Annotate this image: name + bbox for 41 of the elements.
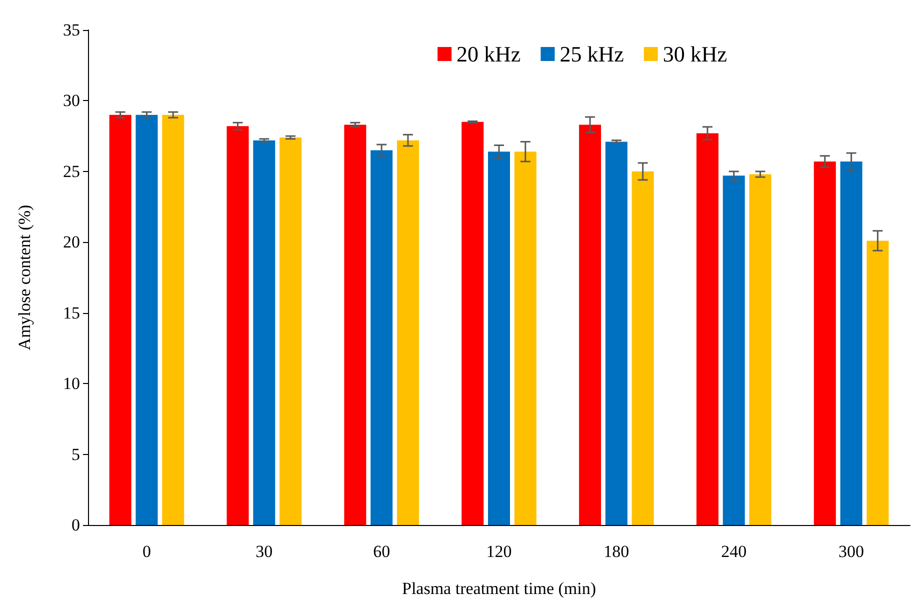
bar bbox=[226, 126, 249, 525]
x-tick-label: 120 bbox=[486, 542, 512, 561]
bar bbox=[722, 176, 745, 525]
x-tick-label: 60 bbox=[373, 542, 390, 561]
bar bbox=[253, 140, 276, 525]
bar bbox=[488, 152, 510, 525]
x-tick-label: 30 bbox=[256, 542, 273, 561]
x-tick-label: 180 bbox=[604, 542, 630, 561]
x-tick-label: 300 bbox=[838, 542, 864, 561]
x-axis-title: Plasma treatment time (min) bbox=[402, 579, 596, 598]
bar bbox=[749, 174, 772, 525]
bar bbox=[280, 137, 302, 525]
bar bbox=[396, 140, 419, 525]
y-tick-label: 0 bbox=[72, 516, 80, 534]
legend-label: 25 kHz bbox=[560, 42, 624, 66]
x-tick-label: 240 bbox=[721, 542, 747, 561]
bar bbox=[370, 150, 393, 525]
bar bbox=[109, 114, 132, 525]
y-tick-label: 35 bbox=[63, 20, 80, 40]
y-axis-title: Amylose content (%) bbox=[15, 204, 34, 350]
bar bbox=[136, 114, 158, 525]
y-tick-label: 20 bbox=[63, 232, 80, 252]
y-tick-label: 25 bbox=[63, 162, 80, 181]
bar bbox=[162, 114, 184, 525]
bar bbox=[632, 171, 654, 525]
bar bbox=[840, 162, 862, 525]
y-tick-label: 5 bbox=[72, 444, 80, 464]
bar bbox=[696, 133, 718, 525]
legend-label: 30 kHz bbox=[662, 42, 728, 66]
bar bbox=[814, 162, 836, 525]
bar bbox=[514, 152, 536, 525]
bar bbox=[605, 142, 628, 525]
bar bbox=[579, 124, 602, 525]
y-tick-label: 10 bbox=[63, 374, 80, 394]
x-tick-label: 0 bbox=[142, 542, 151, 561]
legend-label: 20 kHz bbox=[456, 42, 521, 66]
y-tick-label: 30 bbox=[63, 91, 80, 110]
bar bbox=[462, 122, 484, 525]
y-tick-label: 15 bbox=[63, 303, 80, 322]
bar bbox=[866, 240, 889, 525]
bar bbox=[344, 124, 366, 525]
